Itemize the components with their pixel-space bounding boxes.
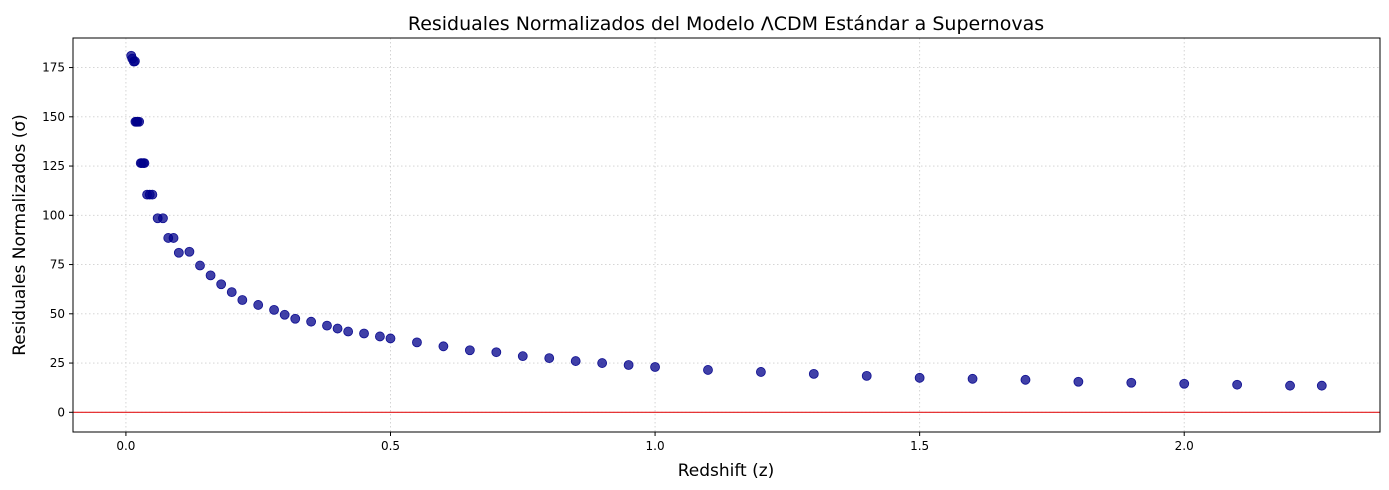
data-point bbox=[1232, 379, 1243, 390]
data-point bbox=[755, 367, 766, 377]
y-tick-label: 75 bbox=[50, 258, 65, 272]
x-tick-label: 0.5 bbox=[381, 439, 400, 453]
data-point bbox=[1285, 380, 1295, 391]
x-tick-label: 2.0 bbox=[1175, 439, 1194, 453]
data-point bbox=[168, 233, 179, 243]
data-point bbox=[544, 353, 555, 364]
data-point bbox=[359, 328, 369, 339]
data-point bbox=[650, 362, 660, 372]
data-point bbox=[385, 333, 396, 344]
data-point bbox=[332, 323, 343, 334]
data-point bbox=[517, 351, 528, 362]
x-axis-ticks: 0.0 0.5 1.0 1.5 2.0 bbox=[116, 432, 1194, 453]
data-point bbox=[226, 287, 237, 298]
chart-title: Residuales Normalizados del Modelo ΛCDM … bbox=[408, 13, 1044, 35]
data-point bbox=[216, 279, 227, 290]
y-tick-label: 100 bbox=[42, 208, 65, 222]
data-point bbox=[464, 345, 475, 356]
data-point bbox=[130, 56, 140, 67]
data-point bbox=[1179, 378, 1190, 389]
grid-lines bbox=[73, 38, 1380, 432]
y-axis-label: Residuales Normalizados (σ) bbox=[10, 114, 30, 356]
data-point bbox=[438, 341, 449, 352]
data-point bbox=[375, 331, 385, 342]
data-point bbox=[306, 316, 317, 327]
data-point bbox=[570, 356, 581, 366]
x-axis-label: Redshift (z) bbox=[678, 461, 775, 481]
y-tick-label: 150 bbox=[42, 110, 65, 124]
data-point bbox=[205, 270, 216, 281]
data-points bbox=[126, 50, 1327, 391]
data-point bbox=[237, 295, 248, 305]
y-axis-ticks: 0 25 50 75 100 125 150 175 bbox=[42, 61, 73, 419]
plot-frame bbox=[72, 37, 1381, 433]
data-point bbox=[967, 373, 978, 384]
y-tick-label: 175 bbox=[42, 61, 65, 75]
x-tick-label: 0.0 bbox=[116, 439, 135, 453]
y-tick-label: 0 bbox=[57, 405, 65, 419]
data-point bbox=[184, 246, 195, 257]
data-point bbox=[158, 213, 168, 224]
data-point bbox=[1020, 374, 1031, 385]
data-point bbox=[703, 365, 713, 375]
data-point bbox=[861, 370, 872, 381]
data-point bbox=[808, 368, 819, 379]
data-point bbox=[412, 337, 422, 348]
data-point bbox=[279, 309, 290, 320]
y-tick-label: 125 bbox=[42, 159, 65, 173]
data-point bbox=[322, 320, 332, 331]
data-point bbox=[491, 347, 502, 358]
data-point bbox=[139, 158, 150, 168]
y-tick-label: 25 bbox=[50, 356, 65, 370]
data-point bbox=[597, 358, 608, 368]
data-point bbox=[253, 300, 264, 310]
x-tick-label: 1.5 bbox=[910, 439, 929, 453]
data-point bbox=[623, 360, 634, 370]
x-tick-label: 1.0 bbox=[646, 439, 665, 453]
data-point bbox=[269, 304, 279, 315]
y-tick-label: 50 bbox=[50, 307, 65, 321]
data-point bbox=[195, 260, 205, 271]
data-point bbox=[1126, 377, 1137, 388]
data-point bbox=[134, 116, 145, 127]
data-point bbox=[290, 313, 301, 324]
data-point bbox=[1316, 380, 1327, 391]
data-point bbox=[343, 326, 354, 337]
data-point bbox=[173, 247, 184, 258]
data-point bbox=[914, 372, 925, 383]
data-point bbox=[1073, 376, 1084, 387]
data-point bbox=[147, 189, 158, 200]
